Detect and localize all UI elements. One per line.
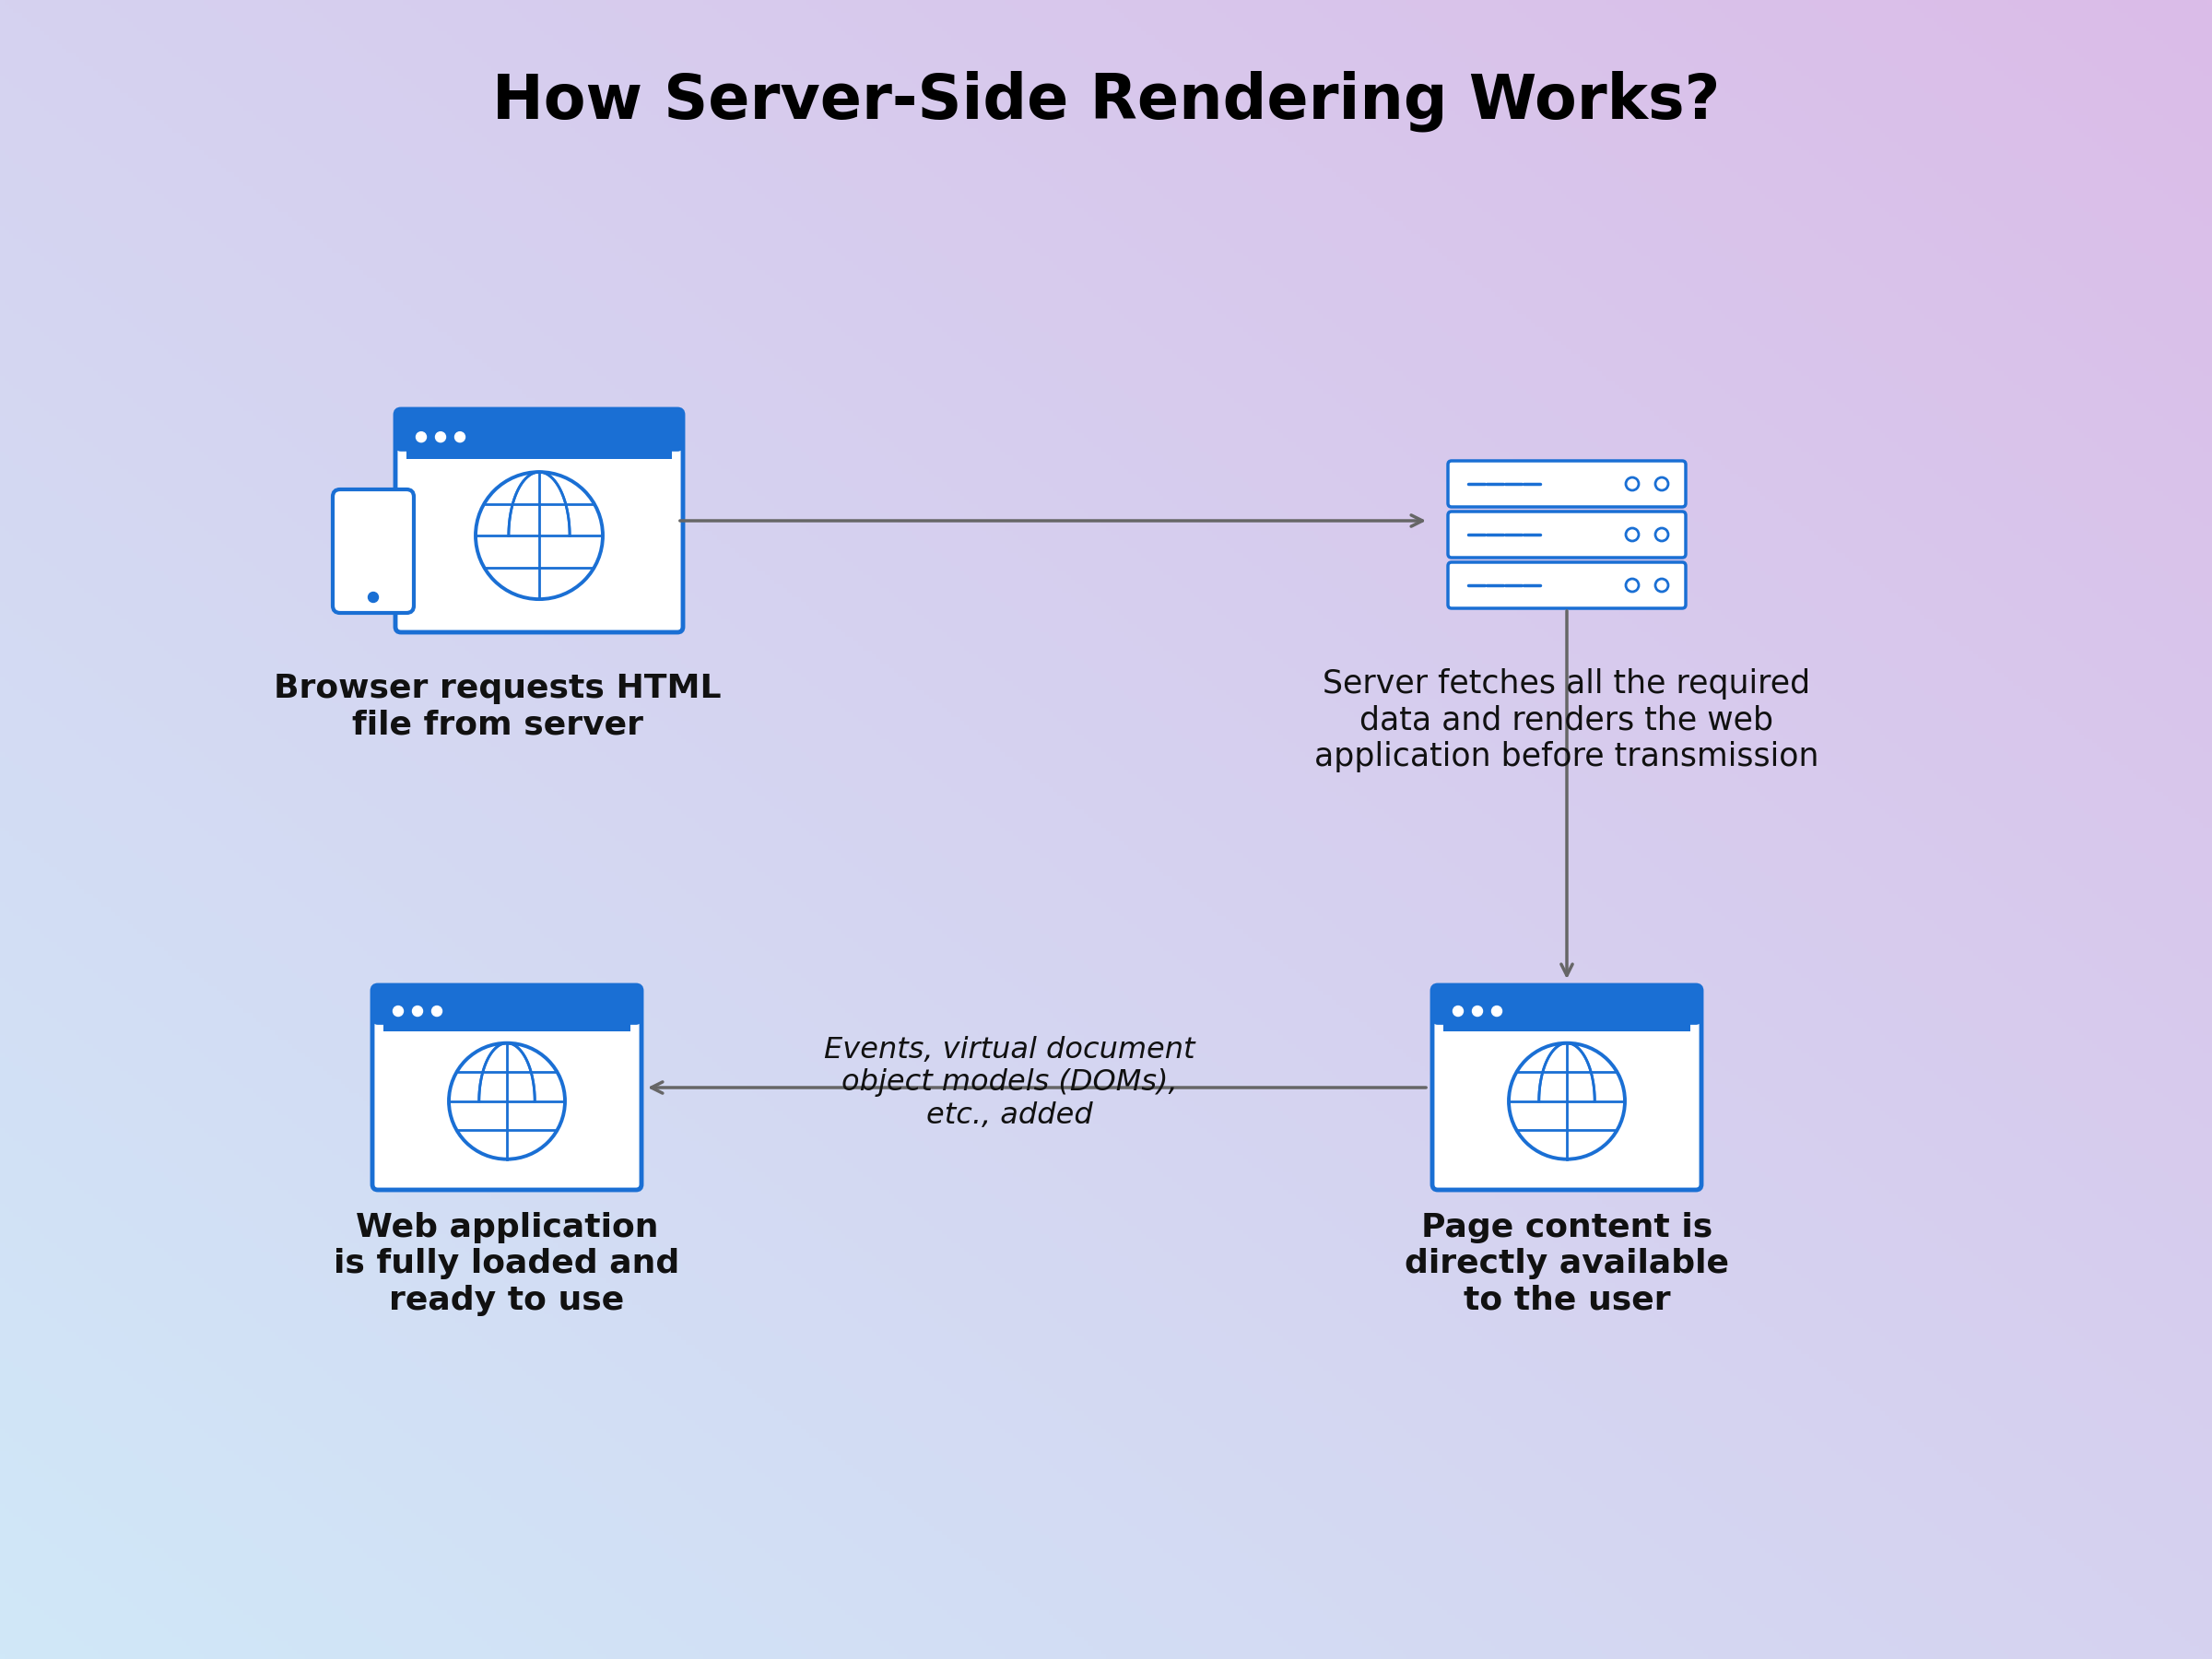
- Bar: [347, 511, 400, 591]
- FancyBboxPatch shape: [396, 410, 684, 632]
- Circle shape: [416, 431, 427, 441]
- FancyBboxPatch shape: [396, 410, 684, 451]
- FancyBboxPatch shape: [1433, 985, 1701, 1190]
- Circle shape: [431, 1005, 442, 1017]
- Text: Server fetches all the required
data and renders the web
application before tran: Server fetches all the required data and…: [1314, 669, 1818, 771]
- Bar: [407, 415, 672, 446]
- Text: Web application
is fully loaded and
ready to use: Web application is fully loaded and read…: [334, 1213, 679, 1316]
- Bar: [1444, 990, 1690, 1019]
- Bar: [1444, 990, 1690, 1032]
- Circle shape: [1453, 1005, 1462, 1017]
- Text: Browser requests HTML
file from server: Browser requests HTML file from server: [274, 674, 721, 740]
- FancyBboxPatch shape: [372, 985, 641, 1190]
- Text: Events, virtual document
object models (DOMs),
etc., added: Events, virtual document object models (…: [823, 1035, 1194, 1130]
- Bar: [383, 990, 630, 1032]
- Circle shape: [1491, 1005, 1502, 1017]
- FancyBboxPatch shape: [1449, 562, 1686, 609]
- FancyBboxPatch shape: [1449, 461, 1686, 508]
- FancyBboxPatch shape: [332, 489, 414, 612]
- Text: Page content is
directly available
to the user: Page content is directly available to th…: [1405, 1213, 1730, 1316]
- FancyBboxPatch shape: [1449, 511, 1686, 557]
- Circle shape: [436, 431, 445, 441]
- Bar: [407, 415, 672, 460]
- FancyBboxPatch shape: [1433, 985, 1701, 1025]
- Text: How Server-Side Rendering Works?: How Server-Side Rendering Works?: [491, 71, 1721, 133]
- FancyBboxPatch shape: [372, 985, 641, 1025]
- Bar: [383, 990, 630, 1019]
- Circle shape: [367, 592, 378, 602]
- Circle shape: [411, 1005, 422, 1017]
- Circle shape: [394, 1005, 403, 1017]
- Circle shape: [1473, 1005, 1482, 1017]
- Circle shape: [456, 431, 465, 441]
